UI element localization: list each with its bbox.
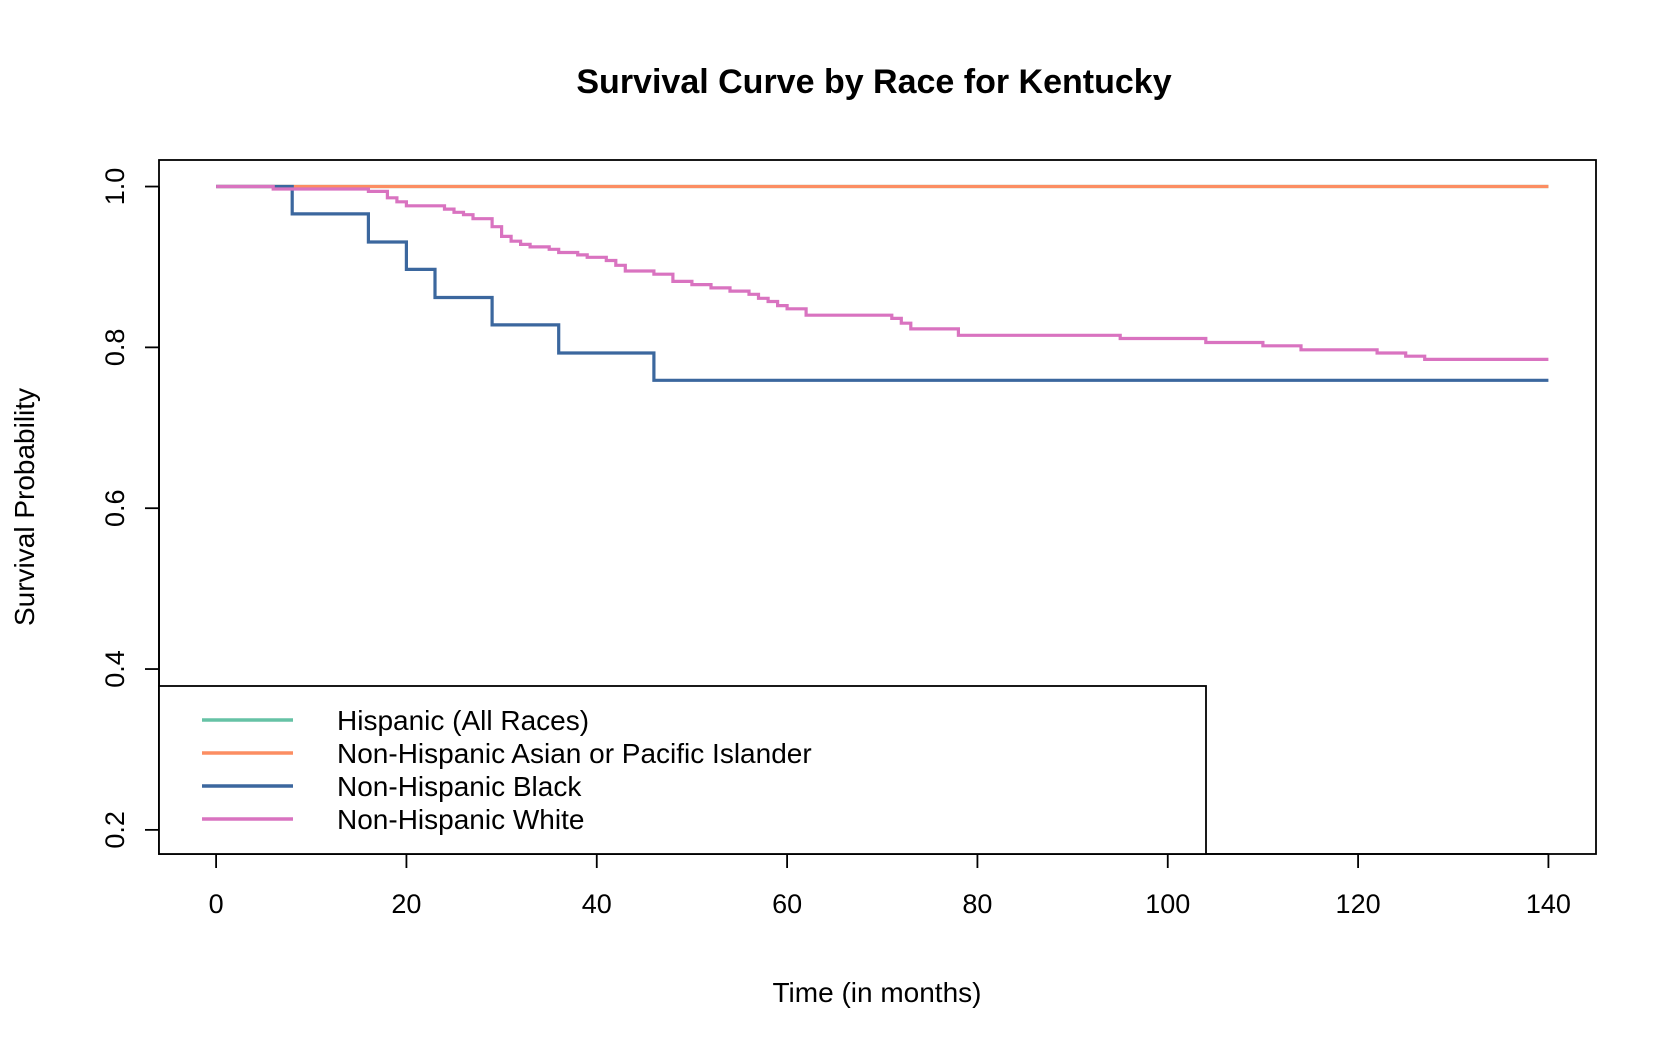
chart-title: Survival Curve by Race for Kentucky [576,63,1171,101]
x-tick-label: 0 [209,889,224,919]
series-line-2 [216,184,1549,382]
y-tick-label: 0.6 [100,489,130,527]
legend: Hispanic (All Races)Non-Hispanic Asian o… [158,685,1207,855]
y-tick-label: 1.0 [100,168,130,206]
legend-box [158,685,1207,855]
legend-items: Hispanic (All Races)Non-Hispanic Asian o… [202,705,812,835]
y-tick-label: 0.2 [100,811,130,849]
x-axis-label: Time (in months) [772,977,981,1008]
y-tick-label: 0.4 [100,650,130,688]
x-tick-label: 140 [1526,889,1571,919]
y-axis-label: Survival Probability [9,388,40,626]
series-line-3 [216,184,1549,361]
x-tick-label: 20 [391,889,421,919]
x-tick-label: 100 [1145,889,1190,919]
legend-label: Non-Hispanic Asian or Pacific Islander [337,738,812,769]
y-tick-label: 0.8 [100,329,130,367]
x-axis: 0 20 40 60 80 100 120 140 [209,853,1571,919]
series-layer [216,184,1549,382]
x-tick-label: 40 [582,889,612,919]
x-tick-label: 60 [772,889,802,919]
legend-label: Hispanic (All Races) [337,705,589,736]
legend-label: Non-Hispanic Black [337,771,582,802]
x-tick-label: 80 [962,889,992,919]
x-tick-label: 120 [1336,889,1381,919]
legend-label: Non-Hispanic White [337,804,584,835]
y-axis: 0.2 0.4 0.6 0.8 1.0 [100,168,160,849]
